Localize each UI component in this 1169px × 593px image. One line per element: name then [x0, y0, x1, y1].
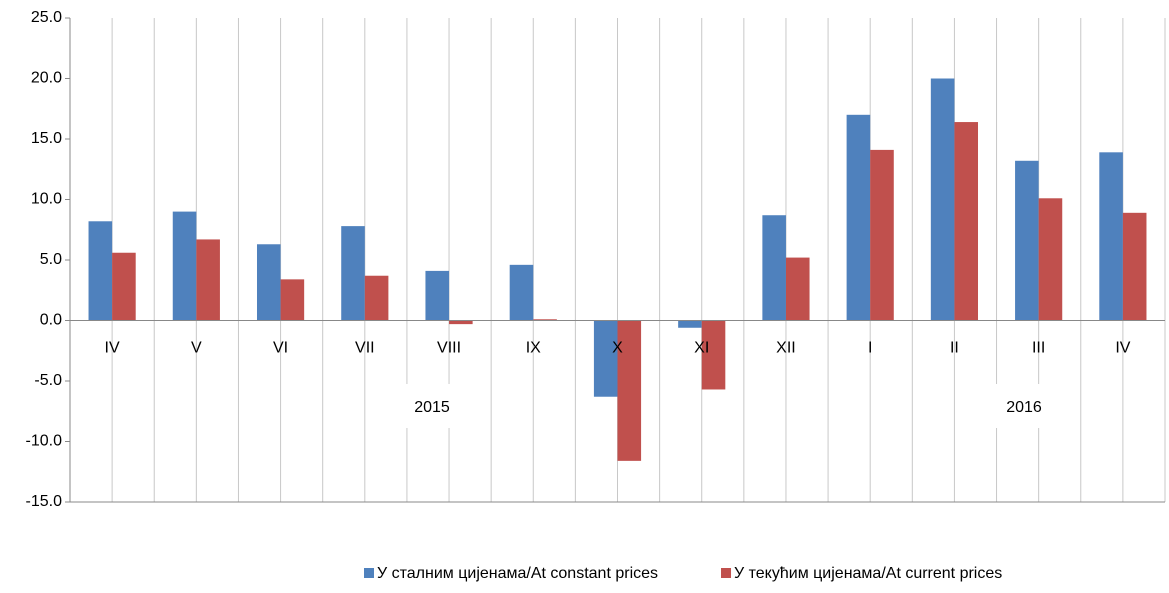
bar [425, 270, 450, 321]
bar [509, 264, 534, 321]
y-tick-label: 0.0 [40, 312, 62, 329]
bar [785, 257, 810, 321]
group-label: 2016 [1006, 399, 1042, 416]
x-tick-label: III [1032, 340, 1045, 357]
bar [846, 114, 871, 321]
x-tick-label: VIII [437, 340, 461, 357]
bar [1099, 152, 1123, 321]
bar [88, 221, 113, 321]
y-tick-label: -15.0 [26, 493, 63, 510]
bar [449, 320, 473, 325]
bar [112, 252, 136, 321]
y-tick-label: 10.0 [31, 191, 62, 208]
x-tick-label: I [868, 340, 872, 357]
bar [1038, 198, 1063, 321]
bar [364, 275, 389, 321]
bar [1122, 212, 1147, 321]
group-label-bg [394, 384, 470, 428]
y-tick-label: 25.0 [31, 9, 62, 26]
bar [280, 279, 305, 321]
legend-label: У текућим цијенама/At current prices [734, 565, 1002, 582]
group-label-bg [986, 384, 1062, 428]
bar [533, 319, 557, 321]
bar [930, 78, 955, 321]
bar [701, 320, 726, 390]
bar [172, 211, 197, 321]
y-tick-label: -10.0 [26, 433, 63, 450]
bar [870, 149, 894, 321]
legend-swatch [721, 568, 732, 578]
bar [593, 320, 618, 397]
y-tick-label: 20.0 [31, 70, 62, 87]
bar [678, 320, 702, 328]
x-tick-label: VI [273, 340, 288, 357]
bar [341, 226, 365, 321]
legend-swatch [364, 568, 374, 578]
bar [1015, 160, 1039, 321]
group-label: 2015 [414, 399, 450, 416]
x-tick-label: IV [105, 340, 120, 357]
x-tick-label: X [612, 340, 623, 357]
x-tick-label: IX [526, 340, 541, 357]
y-tick-label: 5.0 [40, 251, 62, 268]
x-tick-label: XI [694, 340, 709, 357]
x-tick-label: VII [355, 340, 375, 357]
bar [762, 215, 786, 321]
x-tick-label: V [191, 340, 202, 357]
bar [256, 244, 281, 321]
x-tick-label: II [950, 340, 959, 357]
x-tick-label: IV [1115, 340, 1130, 357]
bar [617, 320, 642, 461]
bar [196, 239, 220, 321]
bar [954, 122, 979, 321]
y-tick-label: 15.0 [31, 130, 62, 147]
y-tick-label: -5.0 [34, 372, 62, 389]
legend-label: У сталним цијенама/At constant prices [377, 565, 658, 582]
x-tick-label: XII [776, 340, 796, 357]
